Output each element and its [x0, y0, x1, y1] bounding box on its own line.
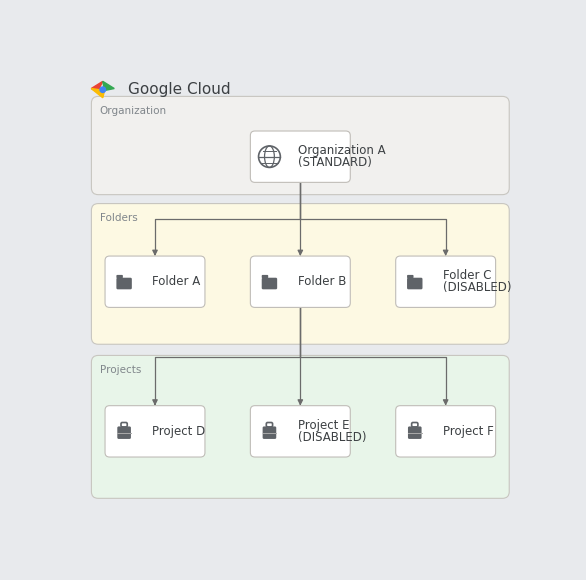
FancyBboxPatch shape: [250, 256, 350, 307]
FancyBboxPatch shape: [250, 405, 350, 457]
FancyBboxPatch shape: [407, 278, 423, 289]
FancyBboxPatch shape: [117, 275, 123, 278]
Text: Folder A: Folder A: [152, 276, 200, 288]
FancyBboxPatch shape: [105, 256, 205, 307]
FancyBboxPatch shape: [250, 131, 350, 182]
Text: Folders: Folders: [100, 213, 137, 223]
Polygon shape: [91, 81, 103, 92]
FancyBboxPatch shape: [407, 275, 414, 278]
FancyBboxPatch shape: [262, 278, 277, 289]
FancyBboxPatch shape: [121, 422, 127, 427]
Text: Project E: Project E: [298, 419, 349, 432]
Text: Google Cloud: Google Cloud: [128, 82, 230, 97]
Text: Projects: Projects: [100, 365, 141, 375]
Text: Organization A: Organization A: [298, 144, 385, 157]
FancyBboxPatch shape: [117, 426, 131, 439]
Text: Folder C: Folder C: [443, 269, 492, 282]
FancyBboxPatch shape: [117, 278, 132, 289]
Circle shape: [100, 87, 105, 92]
Text: (DISABLED): (DISABLED): [443, 281, 512, 295]
Text: Project F: Project F: [443, 425, 493, 438]
FancyBboxPatch shape: [266, 422, 272, 427]
FancyBboxPatch shape: [91, 204, 509, 345]
FancyBboxPatch shape: [105, 405, 205, 457]
FancyBboxPatch shape: [411, 422, 418, 427]
FancyBboxPatch shape: [91, 96, 509, 195]
Text: (STANDARD): (STANDARD): [298, 157, 372, 169]
Text: Folder B: Folder B: [298, 276, 346, 288]
FancyBboxPatch shape: [262, 275, 268, 278]
Text: (DISABLED): (DISABLED): [298, 431, 366, 444]
FancyBboxPatch shape: [408, 426, 421, 439]
FancyBboxPatch shape: [91, 356, 509, 498]
FancyBboxPatch shape: [396, 256, 496, 307]
Text: Organization: Organization: [100, 106, 166, 116]
Polygon shape: [103, 81, 114, 90]
FancyBboxPatch shape: [263, 426, 276, 439]
Text: Project D: Project D: [152, 425, 206, 438]
Polygon shape: [91, 89, 104, 98]
FancyBboxPatch shape: [396, 405, 496, 457]
